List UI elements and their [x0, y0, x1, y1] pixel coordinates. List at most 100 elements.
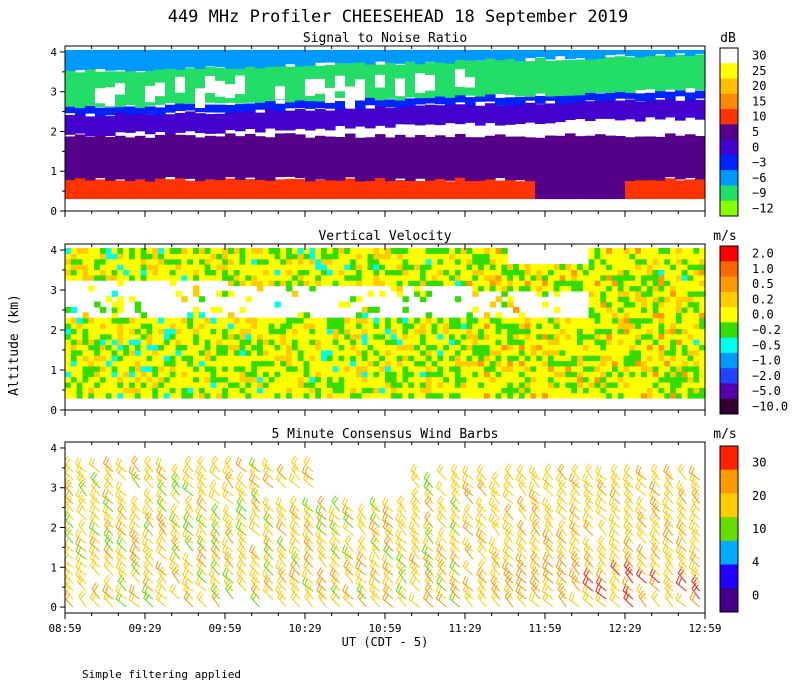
velocity-cell: [99, 306, 107, 313]
velocity-cell: [251, 339, 258, 346]
velocity-cell: [326, 323, 334, 329]
wind-barb: [237, 527, 247, 544]
velocity-cell: [675, 269, 683, 276]
wind-barb: [131, 558, 141, 576]
barb-staff: [251, 508, 261, 520]
velocity-cell: [210, 248, 217, 254]
velocity-cell: [350, 328, 357, 335]
velocity-cell: [82, 274, 89, 281]
velocity-cell: [355, 269, 363, 276]
barb-flag: [92, 593, 97, 601]
barb-flag: [263, 535, 268, 543]
colorbar-label: 0.2: [752, 292, 774, 306]
velocity-cell: [373, 365, 380, 372]
wind-barb: [315, 504, 327, 520]
velocity-cell: [286, 392, 293, 399]
velocity-cell: [88, 355, 95, 362]
velocity-cell: [489, 328, 497, 335]
barb-staff: [171, 477, 181, 489]
snr-cell: [585, 57, 596, 93]
velocity-cell: [262, 360, 270, 367]
velocity-cell: [670, 312, 677, 319]
velocity-cell: [175, 264, 182, 271]
wind-barb: [450, 543, 461, 560]
velocity-cell: [670, 328, 677, 335]
velocity-cell: [321, 355, 328, 362]
snr-cell: [305, 137, 316, 182]
snr-cell: [145, 178, 156, 200]
barb-flag: [329, 535, 334, 543]
velocity-cell: [524, 344, 532, 351]
velocity-cell: [658, 317, 665, 324]
velocity-cell: [385, 253, 392, 260]
velocity-cell: [146, 264, 153, 271]
velocity-cell: [379, 360, 386, 367]
velocity-cell: [367, 290, 374, 297]
velocity-cell: [70, 333, 78, 340]
barb-flag: [80, 592, 86, 600]
velocity-cell: [489, 376, 497, 383]
velocity-cell: [600, 387, 607, 394]
wind-barb: [225, 582, 234, 600]
wind-barb: [395, 528, 407, 544]
velocity-cell: [134, 339, 142, 346]
velocity-cell: [687, 339, 694, 346]
velocity-cell: [489, 365, 497, 372]
velocity-cell: [431, 328, 438, 335]
barb-staff: [396, 558, 407, 568]
velocity-cell: [257, 264, 264, 271]
velocity-cell: [641, 365, 648, 372]
velocity-cell: [594, 371, 601, 378]
velocity-cell: [635, 344, 642, 351]
snr-cell: [335, 101, 346, 110]
velocity-cell: [466, 344, 473, 351]
velocity-cell: [268, 317, 276, 324]
velocity-cell: [582, 333, 590, 340]
velocity-cell: [297, 248, 305, 254]
velocity-cell: [245, 296, 252, 303]
wind-barb: [343, 511, 354, 528]
velocity-cell: [693, 274, 700, 281]
barb-flag: [278, 537, 284, 545]
velocity-cell: [460, 253, 468, 260]
velocity-cell: [483, 264, 491, 271]
velocity-cell: [117, 360, 124, 367]
barb-flag: [413, 537, 419, 544]
velocity-cell: [123, 274, 130, 281]
velocity-cell: [344, 323, 351, 329]
snr-cell: [65, 105, 76, 114]
velocity-cell: [606, 269, 613, 276]
snr-cell: [395, 99, 406, 108]
snr-cell: [605, 99, 616, 119]
velocity-cell: [408, 248, 415, 254]
velocity-cell: [82, 344, 89, 351]
velocity-cell: [233, 280, 241, 287]
barb-staff: [237, 549, 247, 560]
velocity-cell: [169, 376, 177, 383]
velocity-cell: [460, 349, 468, 356]
velocity-cell: [675, 355, 683, 362]
barb-flag: [131, 534, 137, 542]
barb-staff: [249, 470, 261, 481]
barb-staff: [290, 533, 301, 544]
velocity-cell: [99, 339, 107, 346]
velocity-cell: [646, 264, 654, 271]
velocity-cell: [193, 392, 200, 399]
velocity-cell: [466, 280, 473, 287]
velocity-cell: [611, 306, 619, 313]
velocity-cell: [425, 328, 433, 335]
barb-flag: [115, 584, 119, 592]
velocity-cell: [449, 333, 456, 340]
velocity-cell: [286, 269, 293, 276]
velocity-cell: [175, 371, 182, 378]
velocity-cell: [344, 339, 351, 346]
barb-flag: [264, 570, 269, 578]
velocity-cell: [600, 290, 607, 297]
velocity-cell: [536, 317, 543, 324]
snr-cell: [85, 136, 96, 181]
velocity-cell: [198, 264, 206, 271]
velocity-cell: [344, 274, 351, 281]
velocity-cell: [454, 360, 462, 367]
velocity-cell: [466, 248, 473, 254]
wind-barb: [331, 495, 341, 512]
